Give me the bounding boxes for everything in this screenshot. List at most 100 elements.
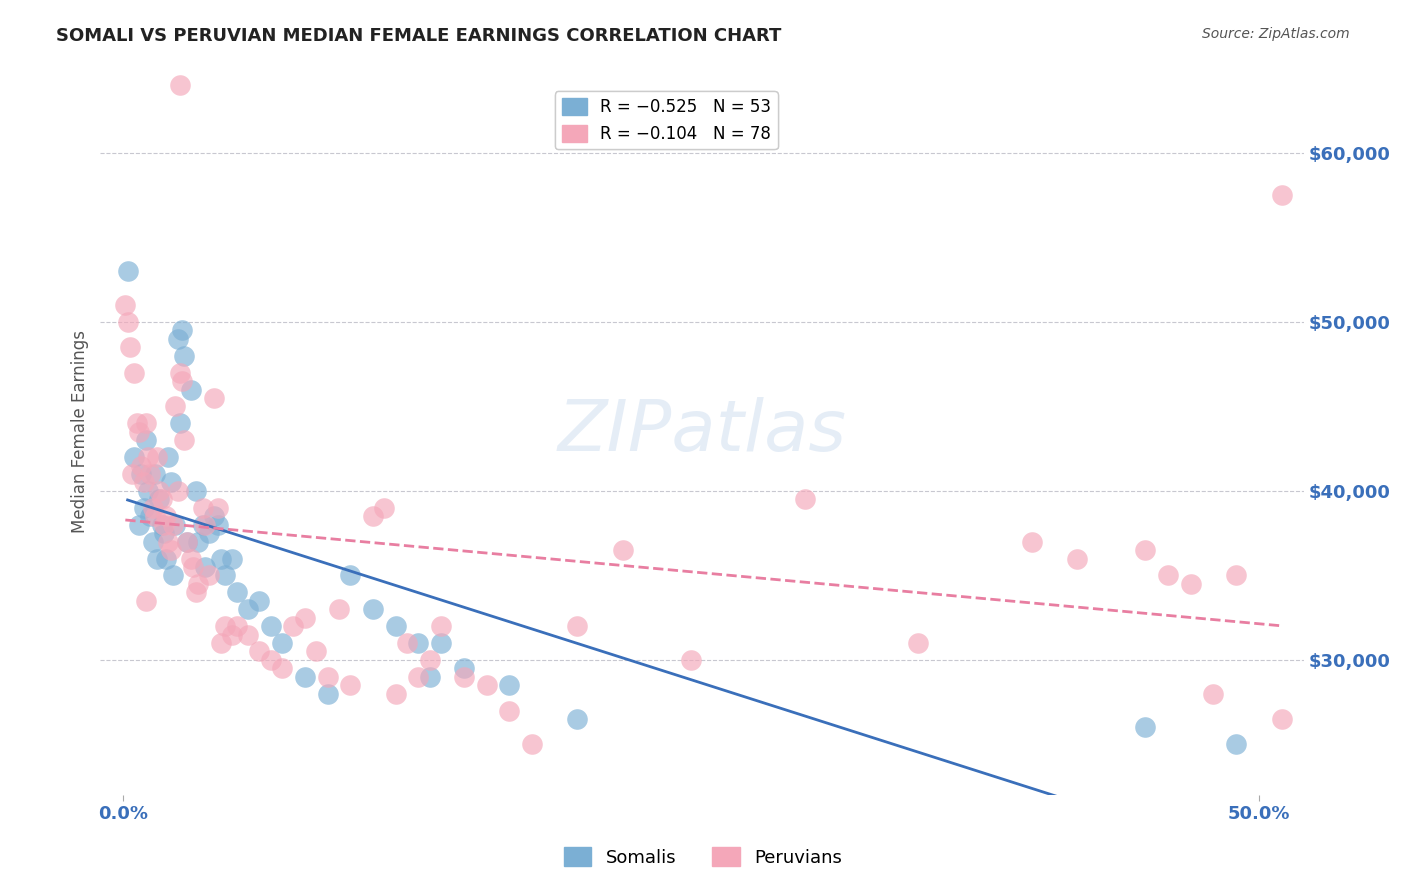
Point: [1021, 534, 1043, 549]
Text: ZIPatlas: ZIPatlas: [558, 397, 846, 467]
Point: [162, 517, 184, 532]
Point: [207, 517, 229, 532]
Point: [408, 670, 430, 684]
Point: [183, 560, 205, 574]
Point: [169, 417, 191, 431]
Point: [198, 568, 221, 582]
Point: [162, 568, 184, 582]
Point: [166, 483, 188, 498]
Point: [172, 374, 194, 388]
Point: [453, 670, 475, 684]
Point: [148, 492, 170, 507]
Point: [153, 517, 176, 532]
Point: [328, 602, 350, 616]
Point: [150, 517, 173, 532]
Point: [191, 517, 214, 532]
Point: [567, 712, 589, 726]
Point: [679, 653, 702, 667]
Point: [128, 425, 150, 439]
Point: [260, 653, 283, 667]
Point: [121, 467, 143, 481]
Point: [125, 417, 148, 431]
Point: [475, 678, 498, 692]
Point: [129, 467, 152, 481]
Point: [148, 483, 170, 498]
Legend: Somalis, Peruvians: Somalis, Peruvians: [557, 840, 849, 874]
Point: [202, 509, 225, 524]
Point: [173, 434, 195, 448]
Point: [520, 738, 543, 752]
Point: [793, 492, 815, 507]
Point: [142, 534, 165, 549]
Point: [430, 619, 453, 633]
Point: [180, 383, 202, 397]
Point: [408, 636, 430, 650]
Point: [214, 568, 236, 582]
Point: [1270, 188, 1292, 202]
Text: SOMALI VS PERUVIAN MEDIAN FEMALE EARNINGS CORRELATION CHART: SOMALI VS PERUVIAN MEDIAN FEMALE EARNING…: [56, 27, 782, 45]
Point: [165, 517, 187, 532]
Point: [361, 602, 384, 616]
Point: [135, 417, 157, 431]
Point: [361, 509, 384, 524]
Point: [316, 670, 339, 684]
Point: [1180, 577, 1202, 591]
Point: [1135, 721, 1157, 735]
Point: [155, 551, 177, 566]
Point: [172, 323, 194, 337]
Point: [194, 560, 217, 574]
Point: [384, 619, 406, 633]
Point: [419, 670, 441, 684]
Point: [114, 298, 136, 312]
Point: [136, 450, 159, 464]
Point: [567, 619, 589, 633]
Point: [132, 475, 155, 490]
Point: [135, 593, 157, 607]
Point: [153, 526, 176, 541]
Point: [316, 687, 339, 701]
Point: [1157, 568, 1180, 582]
Point: [1202, 687, 1225, 701]
Point: [155, 509, 177, 524]
Point: [294, 610, 316, 624]
Point: [146, 551, 169, 566]
Point: [498, 678, 520, 692]
Point: [173, 349, 195, 363]
Point: [166, 332, 188, 346]
Point: [135, 434, 157, 448]
Point: [247, 644, 270, 658]
Point: [271, 636, 294, 650]
Point: [384, 687, 406, 701]
Point: [247, 593, 270, 607]
Point: [221, 551, 243, 566]
Point: [271, 661, 294, 675]
Point: [129, 458, 152, 473]
Point: [1225, 738, 1247, 752]
Point: [1225, 568, 1247, 582]
Point: [132, 500, 155, 515]
Point: [214, 619, 236, 633]
Point: [143, 509, 166, 524]
Point: [1135, 543, 1157, 558]
Point: [180, 551, 202, 566]
Point: [117, 315, 139, 329]
Point: [150, 492, 173, 507]
Point: [176, 534, 198, 549]
Point: [139, 467, 162, 481]
Point: [207, 500, 229, 515]
Point: [339, 678, 361, 692]
Point: [169, 366, 191, 380]
Point: [165, 400, 187, 414]
Point: [260, 619, 283, 633]
Text: Source: ZipAtlas.com: Source: ZipAtlas.com: [1202, 27, 1350, 41]
Point: [187, 534, 209, 549]
Point: [146, 450, 169, 464]
Point: [1066, 551, 1088, 566]
Point: [419, 653, 441, 667]
Point: [184, 483, 207, 498]
Point: [159, 475, 181, 490]
Point: [124, 366, 146, 380]
Point: [142, 500, 165, 515]
Point: [283, 619, 305, 633]
Point: [124, 450, 146, 464]
